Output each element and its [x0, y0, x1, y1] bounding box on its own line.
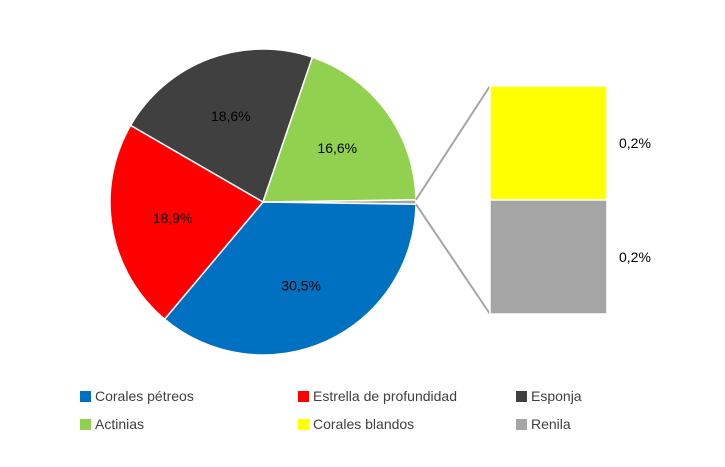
connector-line-bottom [415, 203, 491, 315]
data-label-esponja: 18,6% [211, 108, 251, 124]
data-label-renila: 0,2% [619, 249, 651, 265]
bar-of-pie-stack [489, 85, 608, 315]
bar-segment-corales-blandos [489, 85, 608, 201]
legend-swatch [298, 418, 309, 430]
legend-swatch [516, 418, 527, 430]
pie-slice-estrella-de-profundidad [109, 124, 265, 321]
legend-item-actinias: Actinias [80, 416, 298, 432]
legend-label: Corales blandos [313, 416, 415, 432]
data-label-corales-blandos: 0,2% [619, 135, 651, 151]
legend-item-renila: Renila [516, 416, 666, 432]
legend-swatch [298, 390, 309, 402]
legend-item-corales-petreos: Corales pétreos [80, 388, 298, 404]
data-labels: 30,5% 18,9% 18,6% 16,6% 0,2% 0,2% [153, 108, 651, 293]
pie-chart: 30,5% 18,9% 18,6% 16,6% 0,2% 0,2% [109, 48, 651, 356]
legend-swatch [80, 390, 91, 402]
data-label-actinias: 16,6% [317, 140, 357, 156]
bar-segment-renila [489, 199, 608, 315]
legend-label: Renila [531, 416, 571, 432]
legend-label: Estrella de profundidad [313, 388, 457, 404]
legend-swatch [516, 390, 527, 402]
legend-item-corales-blandos: Corales blandos [298, 416, 516, 432]
pie-slices [109, 48, 417, 356]
legend-item-esponja: Esponja [516, 388, 666, 404]
legend-label: Esponja [531, 388, 582, 404]
bar-of-pie-connectors [415, 85, 491, 315]
legend-label: Actinias [95, 416, 145, 432]
data-label-estrella-de-profundidad: 18,9% [153, 210, 193, 226]
pie-slice-corales-petreos [163, 201, 417, 356]
legend-swatch [80, 418, 91, 430]
data-label-corales-petreos: 30,5% [281, 277, 321, 293]
legend-item-estrella-de-profundidad: Estrella de profundidad [298, 388, 516, 404]
connector-line-top [415, 85, 491, 201]
legend-label: Corales pétreos [95, 388, 194, 404]
pie-slice-actinias [261, 56, 417, 203]
pie-slice-esponja [129, 48, 314, 204]
legend: Corales pétreos Estrella de profundidad … [80, 388, 700, 432]
